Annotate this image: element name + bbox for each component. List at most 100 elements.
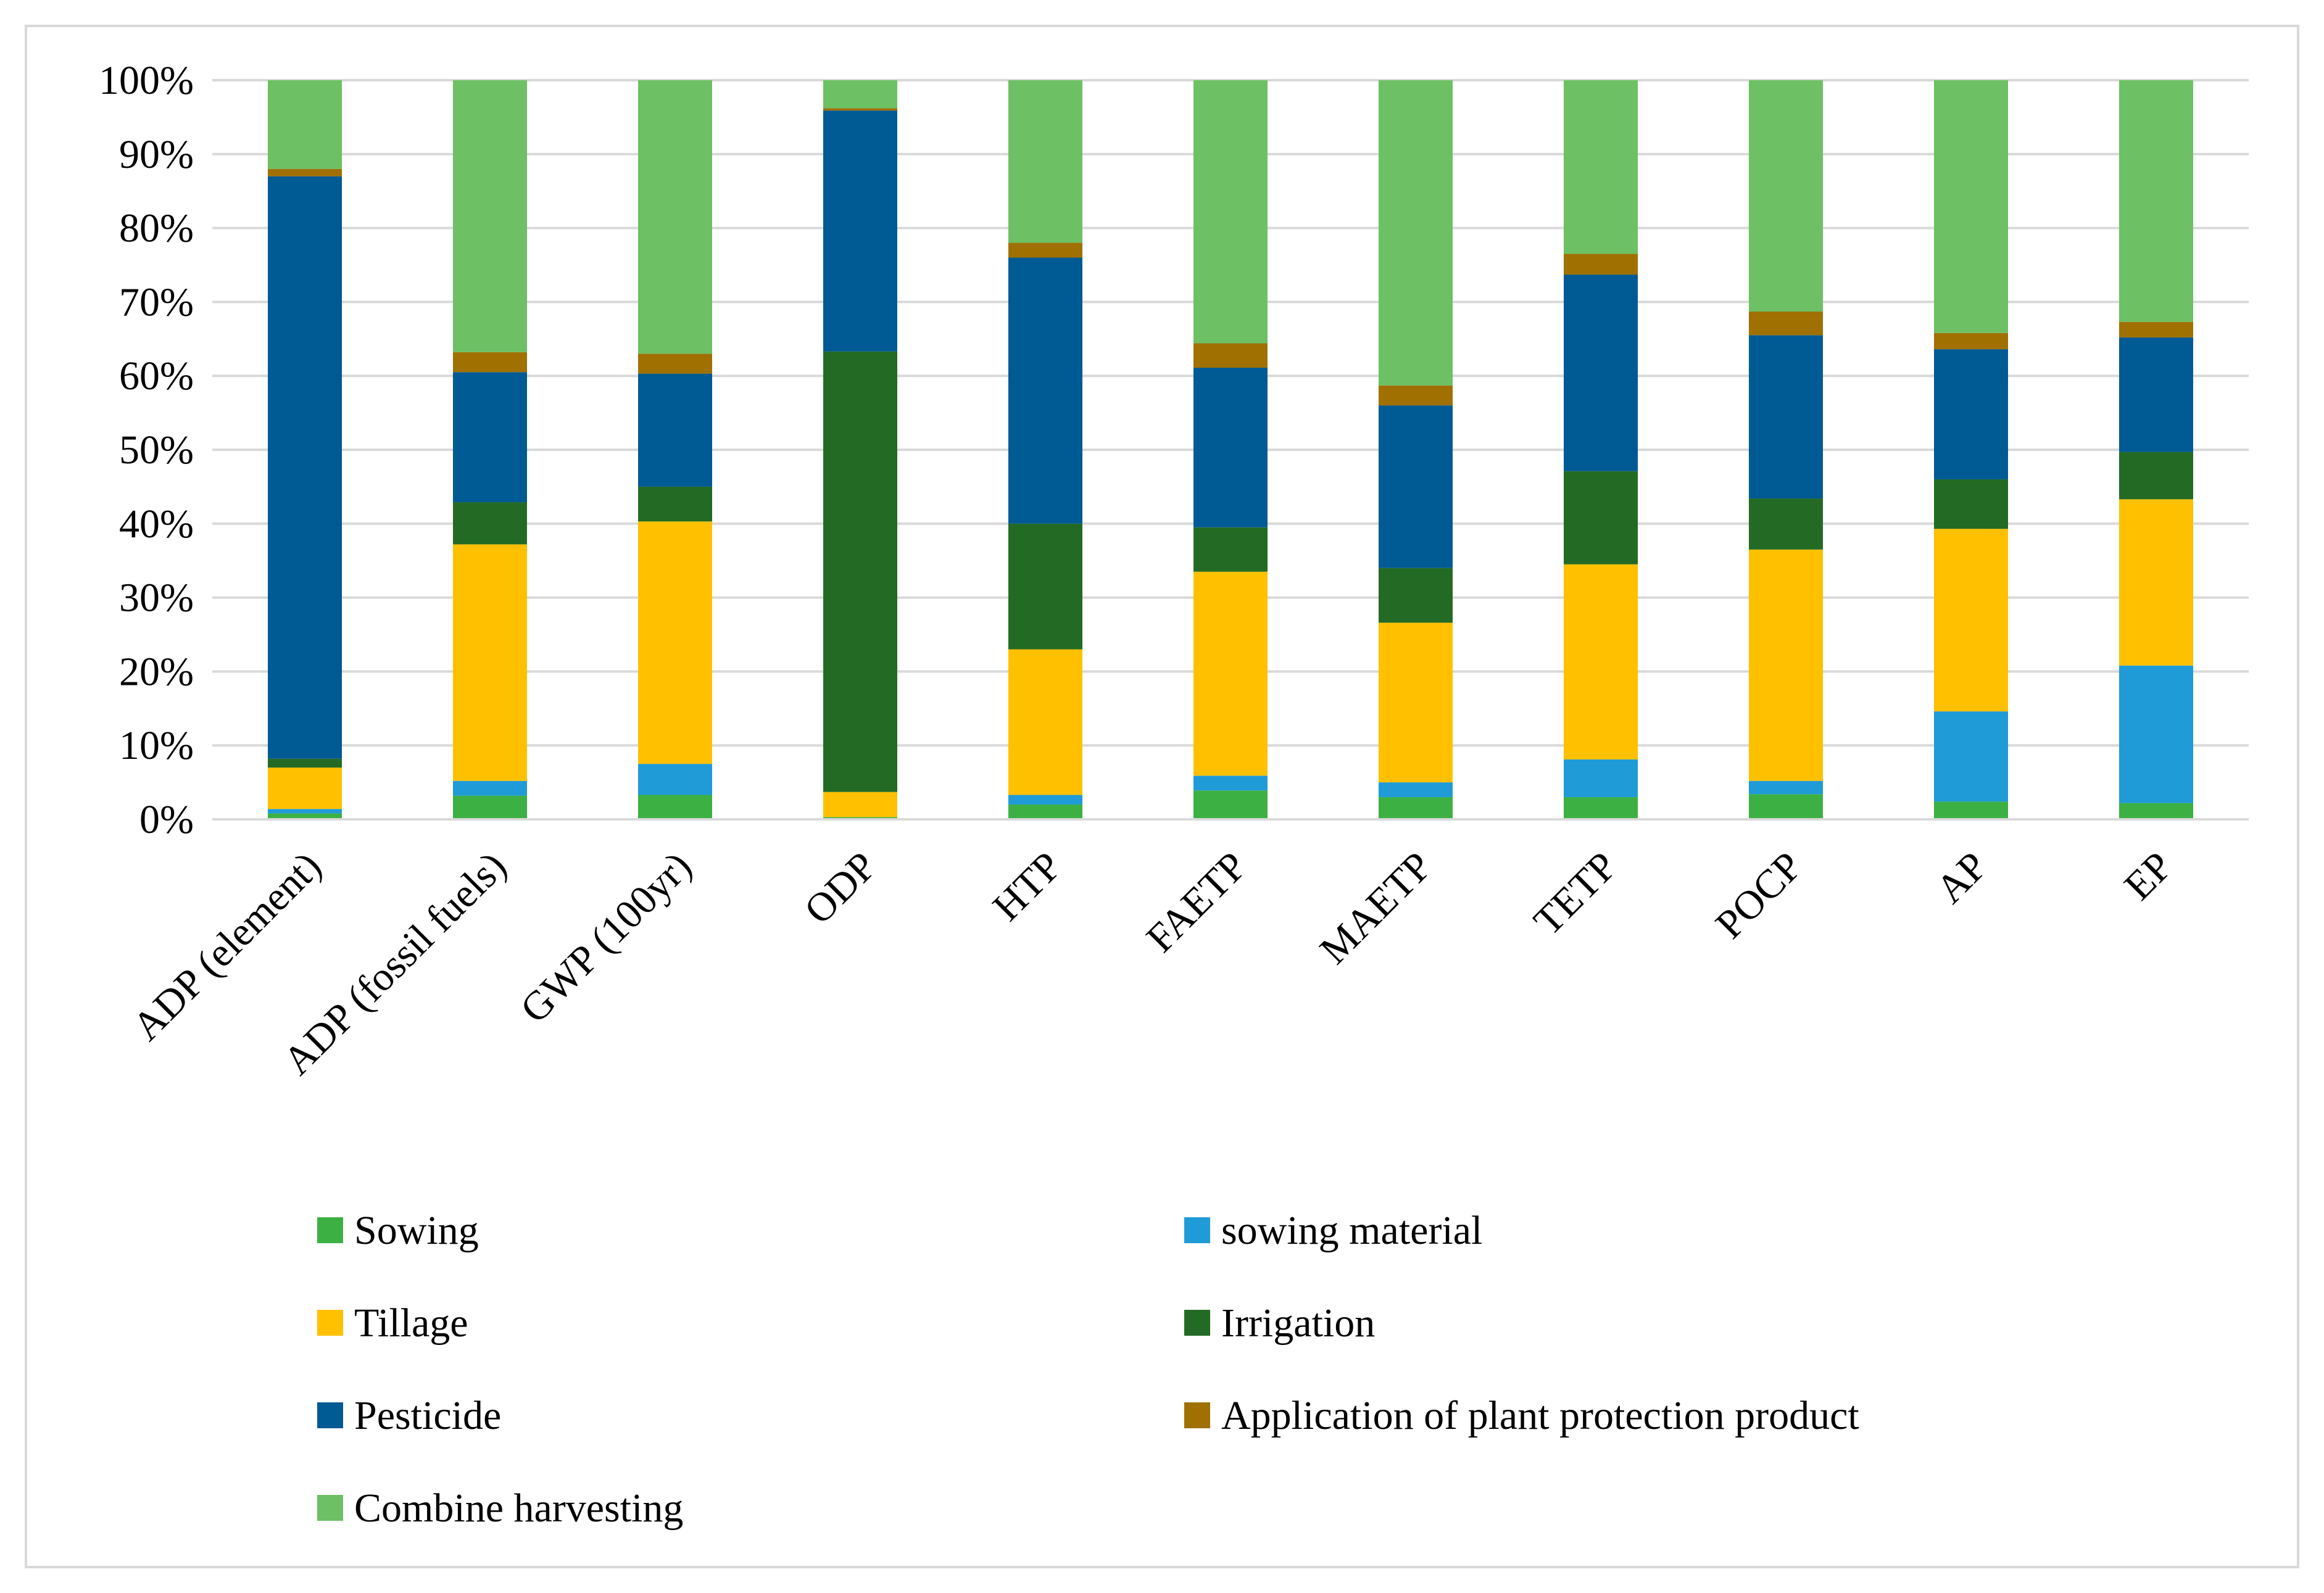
bar-segment <box>823 110 897 352</box>
legend-label: Sowing <box>354 1208 479 1253</box>
legend-swatch <box>317 1217 343 1243</box>
bar-segment <box>1193 80 1268 344</box>
bar-segment <box>1749 311 1823 336</box>
bar-segment <box>1008 649 1082 795</box>
bar-segment <box>1193 343 1268 368</box>
bar-segment <box>453 780 527 796</box>
legend-item: Application of plant protection product <box>1184 1393 1859 1438</box>
legend-item: Tillage <box>317 1301 468 1346</box>
bar-segment <box>1564 80 1638 254</box>
bar-segment <box>638 80 712 354</box>
bar-segment <box>2119 337 2193 452</box>
bar-segment <box>2119 665 2193 803</box>
legend-item: sowing material <box>1184 1208 1482 1253</box>
bar-segment <box>268 168 342 176</box>
x-tick-label: POCP <box>1707 843 1811 947</box>
bar-segment <box>823 80 897 109</box>
legend-swatch <box>1184 1217 1210 1243</box>
bar-segment <box>268 758 342 768</box>
bar-segment <box>1379 568 1453 623</box>
legend-swatch <box>1184 1310 1210 1336</box>
bar-segment <box>268 80 342 169</box>
bar-segment <box>1934 349 2008 479</box>
bar-segment <box>453 502 527 545</box>
legend: Sowing sowing material Tillage Irrigation Pe… <box>317 1208 1859 1531</box>
y-tick-label: 90% <box>119 132 194 177</box>
bar-series <box>268 80 2193 819</box>
bar-segment <box>2119 499 2193 666</box>
x-tick-label: AP <box>1927 843 1996 912</box>
y-tick-label: 60% <box>119 354 194 399</box>
bar-segment <box>2119 803 2193 819</box>
bar-segment <box>638 354 712 374</box>
y-tick-label: 80% <box>119 206 194 251</box>
bar-segment <box>1934 711 2008 802</box>
bar-segment <box>1934 479 2008 529</box>
bar-segment <box>1934 801 2008 819</box>
x-tick-label: MAETP <box>1311 843 1441 973</box>
bar-segment <box>1379 385 1453 406</box>
bar-segment <box>453 795 527 819</box>
bar-segment <box>1193 790 1268 819</box>
x-tick-labels: ADP (element)ADP (fossil fuels)GWP (100y… <box>124 843 2181 1084</box>
bar-segment <box>638 521 712 764</box>
bar-segment <box>1193 776 1268 791</box>
chart-frame: 0% 10% 20% 30% 40% 50% 60% 70% 80% 90% 100% ADP (e… <box>25 25 2299 1568</box>
bar-segment <box>1379 623 1453 783</box>
x-tick-label: TETP <box>1525 843 1626 944</box>
bar-segment <box>1008 795 1082 805</box>
bar-segment <box>1749 499 1823 550</box>
legend-label: Pesticide <box>354 1393 501 1438</box>
bar-segment <box>1564 254 1638 275</box>
x-tick-label: GWP (100yr) <box>512 843 700 1032</box>
stacked-bar-chart: 0% 10% 20% 30% 40% 50% 60% 70% 80% 90% 100% ADP (e… <box>99 58 2249 1531</box>
legend-label: Combine harvesting <box>354 1486 683 1531</box>
bar-segment <box>1564 797 1638 819</box>
y-tick-label: 40% <box>119 502 194 547</box>
bar-segment <box>1564 759 1638 798</box>
legend-label: sowing material <box>1221 1208 1482 1253</box>
bar-segment <box>453 80 527 352</box>
bar-segment <box>1379 797 1453 819</box>
bar-segment <box>1379 80 1453 386</box>
bar-segment <box>1008 80 1082 243</box>
y-tick-label: 70% <box>119 279 194 325</box>
legend-label: Application of plant protection product <box>1221 1393 1859 1438</box>
bar-segment <box>1564 471 1638 565</box>
bar-segment <box>1749 335 1823 499</box>
y-tick-label: 100% <box>99 58 194 103</box>
bar-segment <box>823 108 897 111</box>
legend-item: Pesticide <box>317 1393 501 1438</box>
bar-segment <box>1934 80 2008 333</box>
y-tick-label: 30% <box>119 576 194 621</box>
bar-segment <box>1749 80 1823 312</box>
legend-item: Combine harvesting <box>317 1486 683 1531</box>
bar-segment <box>2119 80 2193 322</box>
legend-swatch <box>317 1310 343 1336</box>
y-tick-label: 20% <box>119 649 194 694</box>
bar-segment <box>268 813 342 819</box>
x-tick-label: EP <box>2116 843 2181 909</box>
bar-segment <box>1934 529 2008 712</box>
bar-segment <box>1564 564 1638 759</box>
bar-segment <box>1008 805 1082 819</box>
bar-segment <box>268 176 342 759</box>
bar-segment <box>1008 523 1082 650</box>
bar-segment <box>638 486 712 522</box>
bar-segment <box>1379 405 1453 568</box>
x-tick-label: HTP <box>984 843 1071 930</box>
bar-segment <box>1934 333 2008 350</box>
bar-segment <box>823 792 897 817</box>
y-tick-labels: 0% 10% 20% 30% 40% 50% 60% 70% 80% 90% 100% <box>99 58 194 842</box>
bar-segment <box>1193 527 1268 572</box>
bar-segment <box>1193 368 1268 528</box>
bar-segment <box>1008 242 1082 258</box>
bar-segment <box>638 373 712 487</box>
x-tick-label: ODP <box>796 843 886 933</box>
y-tick-label: 10% <box>119 723 194 768</box>
bar-segment <box>1749 549 1823 781</box>
legend-item: Irrigation <box>1184 1301 1375 1346</box>
legend-swatch <box>317 1495 343 1521</box>
bar-segment <box>1749 794 1823 819</box>
bar-segment <box>1008 257 1082 524</box>
